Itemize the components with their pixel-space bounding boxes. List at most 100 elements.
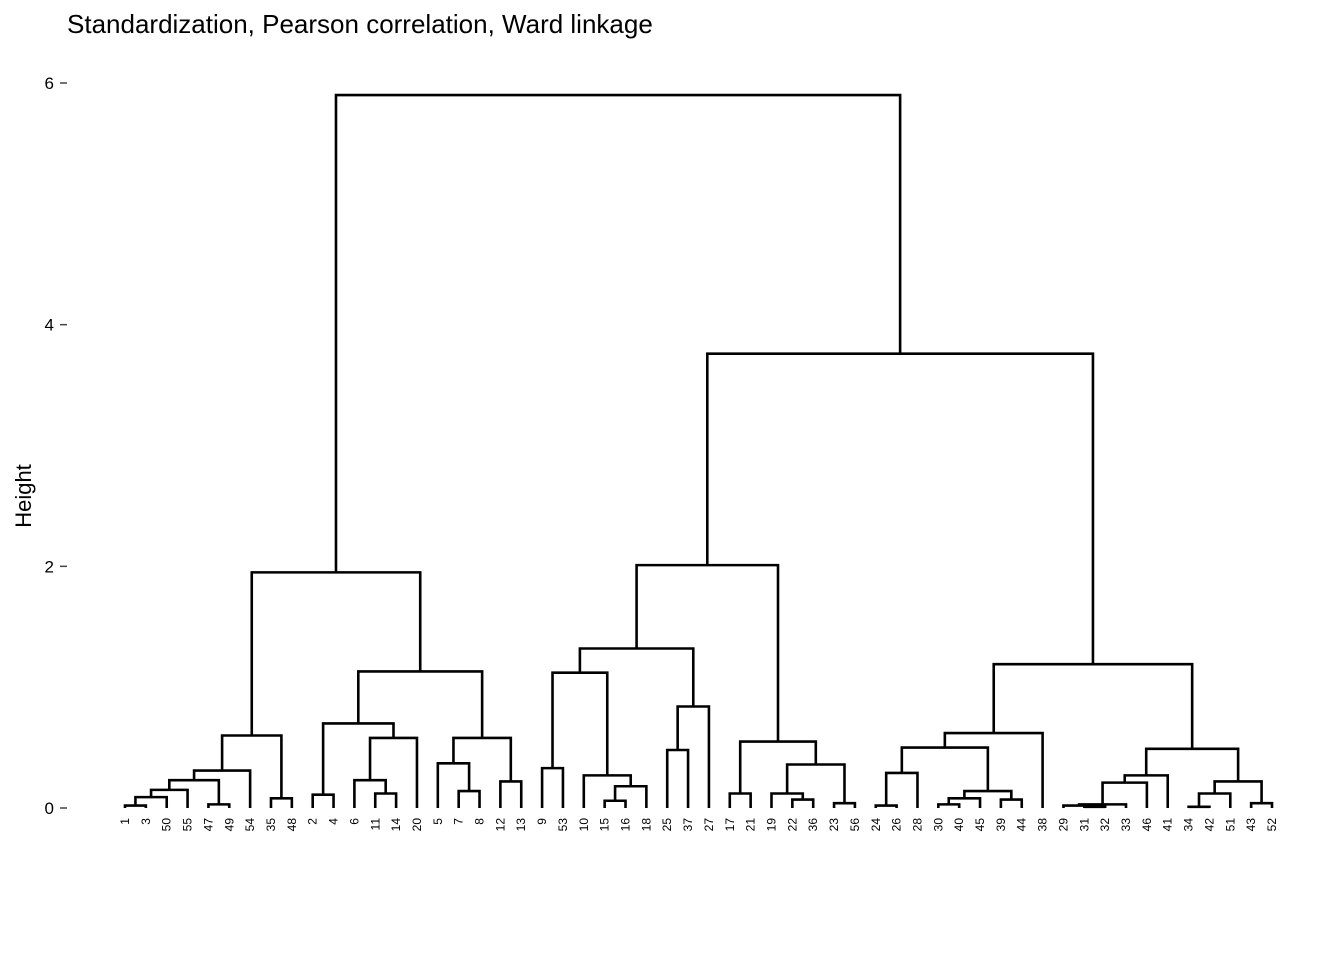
leaf-label: 46 — [1140, 818, 1154, 832]
dendrogram-link — [357, 670, 484, 738]
dendrogram-link — [992, 662, 1194, 749]
leaf-label: 13 — [514, 818, 528, 832]
leaf-label: 21 — [744, 818, 758, 832]
dendrogram-link — [368, 736, 419, 808]
dendrogram-link — [676, 705, 711, 808]
leaf-label: 8 — [473, 818, 487, 825]
dendrogram-link — [738, 740, 818, 794]
y-tick-label: 0 — [45, 799, 54, 818]
leaf-label: 45 — [973, 818, 987, 832]
dendrogram-link — [785, 763, 846, 804]
y-tick-label: 4 — [45, 316, 54, 335]
leaf-label: 9 — [535, 818, 549, 825]
y-tick-label: 2 — [45, 557, 54, 576]
leaf-label: 52 — [1265, 818, 1279, 832]
leaf-label: 51 — [1223, 818, 1237, 832]
leaf-label: 23 — [827, 818, 841, 832]
leaf-label: 40 — [952, 818, 966, 832]
leaf-label: 11 — [368, 818, 382, 831]
leaf-label: 15 — [598, 818, 612, 832]
dendrogram-link — [540, 766, 565, 808]
dendrogram-link — [937, 803, 961, 808]
leaf-label: 1 — [118, 818, 132, 825]
dendrogram-link — [943, 731, 1044, 808]
dendrogram-link — [250, 571, 422, 736]
dendrogram-link — [269, 797, 294, 808]
dendrogram-link — [705, 352, 1095, 665]
leaf-label: 18 — [639, 818, 653, 832]
leaf-label: 7 — [452, 818, 466, 825]
leaf-label: 4 — [327, 818, 341, 825]
dendrogram-link — [613, 784, 648, 808]
leaf-label: 38 — [1036, 818, 1050, 832]
leaf-label: 17 — [723, 818, 737, 832]
leaf-label: 55 — [181, 818, 195, 832]
leaf-label: 3 — [139, 818, 153, 825]
y-tick-label: 6 — [45, 74, 54, 93]
dendrogram-link — [1187, 805, 1211, 809]
leaf-label: 27 — [702, 818, 716, 832]
leaf-label: 12 — [493, 818, 507, 832]
dendrogram-link — [452, 736, 513, 782]
leaf-label: 47 — [201, 818, 215, 832]
dendrogram-link — [334, 93, 902, 573]
leaf-label: 31 — [1077, 818, 1091, 832]
leaf-label: 33 — [1119, 818, 1133, 832]
leaf-label: 19 — [764, 818, 778, 832]
dendrogram-link — [192, 769, 252, 808]
leaf-label: 43 — [1244, 818, 1258, 832]
dendrogram-link — [603, 799, 627, 808]
dendrogram-link — [900, 746, 990, 792]
leaf-label: 29 — [1056, 818, 1070, 832]
leaf-label: 30 — [931, 818, 945, 832]
leaf-label: 14 — [389, 818, 403, 832]
dendrogram-link — [123, 804, 148, 808]
dendrogram-link — [321, 722, 395, 795]
leaf-label: 36 — [806, 818, 820, 832]
leaf-label: 22 — [785, 818, 799, 832]
leaf-label: 42 — [1202, 818, 1216, 832]
dendrogram-link — [373, 792, 398, 808]
dendrogram-link — [220, 734, 283, 799]
dendrogram-link — [635, 563, 780, 742]
leaf-label: 24 — [869, 818, 883, 832]
dendrogram-link — [728, 792, 752, 808]
dendrogram-link — [1083, 805, 1107, 809]
leaf-label: 34 — [1182, 818, 1196, 832]
dendrogram-link — [207, 803, 231, 808]
leaf-label: 28 — [910, 818, 924, 832]
dendrogram-link — [578, 647, 695, 707]
leaf-label: 16 — [619, 818, 633, 832]
leaf-label: 25 — [660, 818, 674, 832]
leaf-label: 53 — [556, 818, 570, 832]
dendrogram-link — [874, 804, 898, 808]
y-axis-label: Height — [11, 464, 36, 528]
leaf-label: 41 — [1161, 818, 1175, 832]
dendrogram-link — [582, 774, 633, 808]
leaf-label: 2 — [306, 818, 320, 825]
leaf-label: 48 — [285, 818, 299, 832]
dendrogram-link — [311, 793, 335, 808]
dendrogram-link — [1213, 780, 1263, 804]
leaf-label: 20 — [410, 818, 424, 832]
dendrogram-link — [1144, 747, 1240, 782]
dendrogram-link — [168, 778, 221, 805]
leaf-label: 49 — [222, 818, 236, 832]
leaf-label: 37 — [681, 818, 695, 832]
leaf-label: 56 — [848, 818, 862, 832]
leaf-label: 10 — [577, 818, 591, 832]
chart-title: Standardization, Pearson correlation, Wa… — [67, 9, 653, 39]
leaf-label: 39 — [994, 818, 1008, 832]
leaf-label: 6 — [347, 818, 361, 825]
leaf-label: 32 — [1098, 818, 1112, 832]
dendrogram-link — [832, 801, 857, 808]
leaf-label: 5 — [431, 818, 445, 825]
leaf-label: 54 — [243, 818, 257, 832]
dendrogram-link — [149, 788, 189, 808]
dendrogram-link — [457, 789, 481, 808]
leaf-label: 26 — [890, 818, 904, 832]
leaf-label: 35 — [264, 818, 278, 832]
dendrogram-link — [1249, 801, 1274, 808]
dendrogram-link — [551, 671, 609, 776]
